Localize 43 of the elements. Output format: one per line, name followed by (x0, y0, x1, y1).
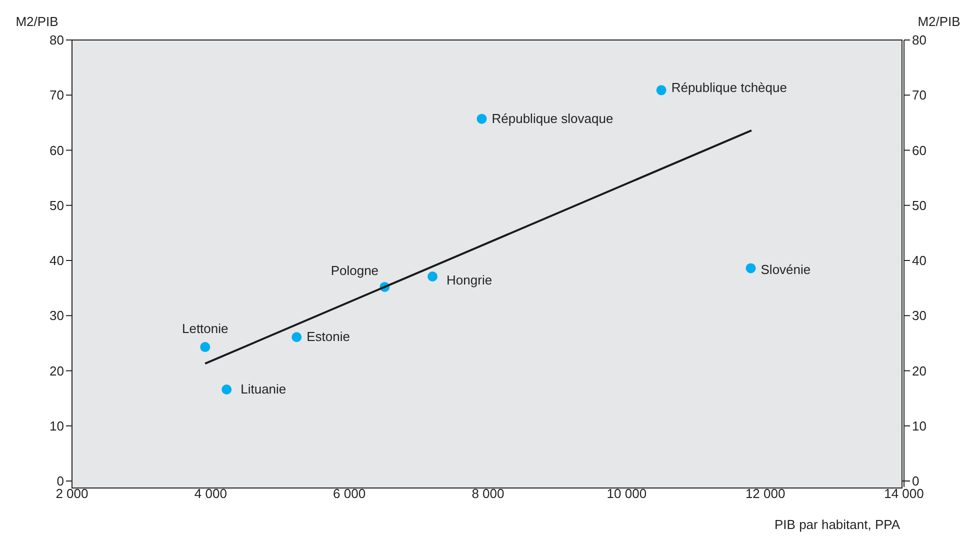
y2-tick-label: 0 (912, 474, 920, 489)
y-tick-label: 70 (50, 88, 64, 103)
y-tick-label: 80 (50, 32, 64, 48)
annotation: République slovaque (492, 110, 614, 126)
y-tick-label: 60 (50, 142, 64, 158)
y2-tick-label: 30 (912, 308, 926, 324)
x-tick-label: 12 000 (745, 486, 786, 502)
annotation: République tchèque (671, 80, 787, 96)
point (428, 271, 438, 282)
y2-tick-label: 70 (912, 88, 926, 103)
y-tick-label: 10 (50, 418, 64, 434)
x-axis-title: PIB par habitant, PPA (774, 517, 900, 532)
point (476, 114, 487, 124)
y-tick-label: 0 (56, 474, 64, 489)
point (746, 263, 756, 274)
annotation: Hongrie (446, 272, 492, 288)
y2-tick-label: 60 (912, 142, 926, 158)
point (292, 332, 302, 342)
annotation: Slovénie (760, 262, 811, 278)
x-tick-label: 14 000 (884, 486, 924, 502)
point (200, 342, 210, 352)
y2-tick-label: 40 (912, 253, 926, 268)
annotation: Estonie (306, 329, 350, 344)
y-tick-label: 40 (50, 253, 64, 268)
point (222, 384, 232, 394)
annotation: Pologne (330, 262, 379, 278)
y-tick-label: 30 (50, 308, 64, 324)
annotation: Lettonie (182, 321, 228, 336)
x-tick-label: 4 000 (194, 486, 227, 502)
annotation: Lituanie (240, 381, 286, 396)
x-tick-label: 8 000 (472, 486, 504, 502)
y-tick-label: 20 (50, 363, 64, 378)
y2-tick-label: 50 (912, 198, 926, 213)
y-tick-label: 50 (50, 198, 64, 213)
y2-tick-label: 80 (912, 32, 926, 48)
y-axis-title: M2/PIB (16, 14, 58, 29)
y2-tick-label: 10 (912, 418, 926, 434)
y2-axis-title: M2/PIB (918, 14, 960, 29)
point (656, 85, 666, 96)
x-tick-label: 2 000 (56, 486, 88, 502)
x-tick-label: 6 000 (333, 486, 366, 502)
x-tick-label: 10 000 (606, 486, 647, 502)
y2-tick-label: 20 (912, 363, 926, 378)
